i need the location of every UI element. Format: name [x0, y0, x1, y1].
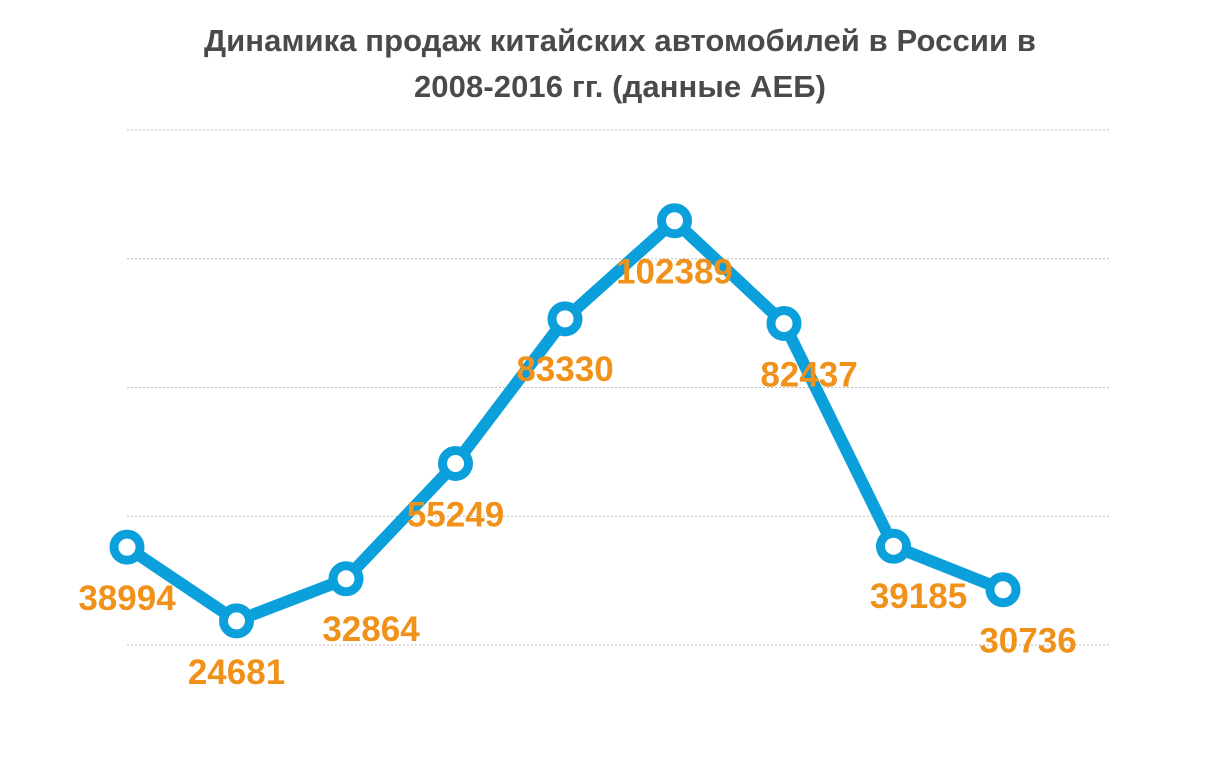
data-point-2011: [438, 445, 473, 481]
data-point-2012: [547, 301, 583, 337]
data-label-2008: 38994: [78, 579, 176, 618]
data-label-2016: 30736: [979, 622, 1076, 661]
data-point-2015: [876, 528, 911, 564]
chart-title-line-2: 2008-2016 гг. (данные АЕБ): [413, 69, 827, 104]
data-point-2016: [985, 572, 1021, 608]
data-label-2014: 82437: [760, 355, 857, 394]
data-points: [109, 203, 1021, 639]
chart-title: Динамика продаж китайских автомобилей в …: [0, 18, 1220, 110]
data-labels: 38994 24681 32864 55249 83330 102389 82437 3918…: [78, 253, 1076, 692]
data-point-2009: [219, 603, 254, 639]
data-label-2012: 83330: [516, 350, 613, 389]
data-label-2011: 55249: [407, 495, 504, 534]
data-label-2013: 102389: [616, 253, 733, 292]
data-point-2014: [766, 305, 802, 341]
data-point-2008: [109, 529, 145, 565]
data-label-2010: 32864: [322, 610, 420, 649]
data-point-2013: [657, 203, 692, 239]
data-label-2009: 24681: [188, 653, 285, 692]
series-line: [121, 214, 1009, 627]
data-label-2015: 39185: [870, 577, 967, 616]
chart-title-line-1: Динамика продаж китайских автомобилей в …: [203, 23, 1037, 58]
data-point-2010: [328, 561, 364, 597]
